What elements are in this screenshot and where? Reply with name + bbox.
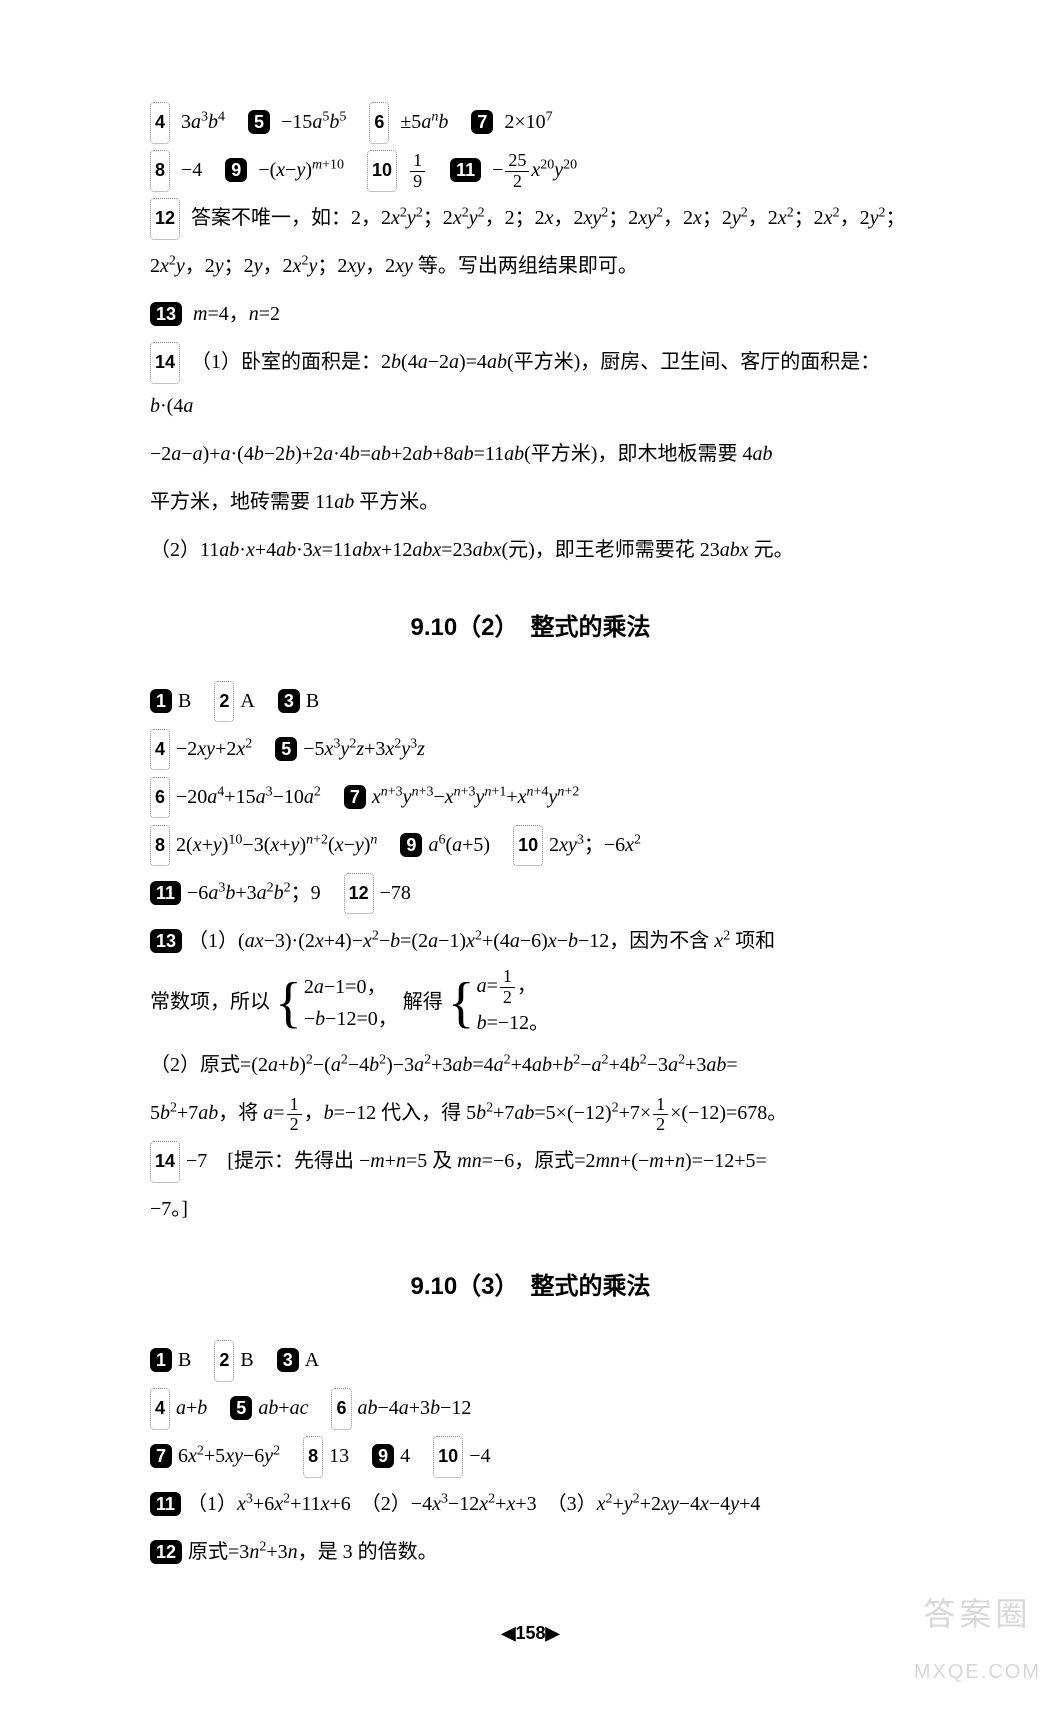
qnum-10: 10 bbox=[367, 150, 397, 192]
ans-11-pre: − bbox=[492, 159, 503, 181]
qnum-6: 6 bbox=[369, 102, 389, 144]
row-b-13-1: 13（1）(ax−3)·(2x+4)−x2−b=(2a−1)x2+(4a−6)x… bbox=[150, 919, 911, 963]
row-b-11-12: 11−6a3b+3a2b2；9 12−78 bbox=[150, 871, 911, 915]
ans-11-post: x20y20 bbox=[531, 159, 577, 181]
row-c-4-6: 4a+b 5ab+ac 6ab−4a+3b−12 bbox=[150, 1386, 911, 1430]
ans-7: 2×107 bbox=[504, 111, 552, 133]
c-qnum-8: 8 bbox=[303, 1436, 323, 1478]
qnum-7: 7 bbox=[471, 110, 493, 134]
b-qnum-8: 8 bbox=[150, 825, 170, 867]
row-a-8-11: 8 −4 9 −(x−y)m+10 10 19 11 −252x20y20 bbox=[150, 148, 911, 192]
b-qnum-10: 10 bbox=[513, 825, 543, 867]
b-qnum-6: 6 bbox=[150, 777, 170, 819]
ans-13: m=4，n=2 bbox=[193, 303, 280, 325]
qnum-5: 5 bbox=[248, 110, 270, 134]
b-qnum-12: 12 bbox=[344, 873, 374, 915]
ans-11-frac: 252 bbox=[505, 151, 529, 192]
row-b-14-1: 14−7 [提示：先得出 −m+n=5 及 mn=−6，原式=2mn+(−m+n… bbox=[150, 1139, 911, 1183]
qnum-4: 4 bbox=[150, 102, 170, 144]
qnum-9: 9 bbox=[225, 158, 247, 182]
b-qnum-7: 7 bbox=[344, 785, 366, 809]
b-q1: 1 bbox=[150, 689, 172, 713]
row-c-12: 12原式=3n2+3n，是 3 的倍数。 bbox=[150, 1530, 911, 1574]
row-b-14-2: −7。] bbox=[150, 1187, 911, 1231]
b-q3: 3 bbox=[278, 689, 300, 713]
ans-14-1: （1）卧室的面积是：2b(4a−2a)=4ab(平方米)，厨房、卫生间、客厅的面… bbox=[150, 351, 880, 417]
row-a-14-3: 平方米，地砖需要 11ab 平方米。 bbox=[150, 480, 911, 524]
c-qnum-9: 9 bbox=[372, 1444, 394, 1468]
b-q2: 2 bbox=[214, 681, 234, 723]
c-qnum-10: 10 bbox=[433, 1436, 463, 1478]
c-q2: 2 bbox=[214, 1340, 234, 1382]
ans-4: 3a3b4 bbox=[181, 111, 225, 133]
qnum-13: 13 bbox=[150, 302, 182, 326]
watermark-line1: 答案圈 bbox=[914, 1579, 1041, 1649]
ans-10-frac: 19 bbox=[410, 151, 425, 192]
row-b-1-3: 1B 2A 3B bbox=[150, 679, 911, 723]
row-a-14-1: 14 （1）卧室的面积是：2b(4a−2a)=4ab(平方米)，厨房、卫生间、客… bbox=[150, 340, 911, 428]
row-c-1-3: 1B 2B 3A bbox=[150, 1338, 911, 1382]
row-c-11: 11（1）x3+6x2+11x+6 （2）−4x3−12x2+x+3 （3）x2… bbox=[150, 1482, 911, 1526]
b-qnum-14: 14 bbox=[150, 1141, 180, 1183]
c-qnum-11: 11 bbox=[150, 1492, 181, 1516]
row-b-13-2: 常数项，所以 { 2a−1=0，−b−12=0， 解得 { a=12，b=−12… bbox=[150, 967, 911, 1040]
row-a-13: 13 m=4，n=2 bbox=[150, 292, 911, 336]
row-a-14-2: −2a−a)+a·(4b−2b)+2a·4b=ab+2ab+8ab=11ab(平… bbox=[150, 432, 911, 476]
ans-9: −(x−y)m+10 bbox=[258, 159, 344, 181]
row-a-14-4: （2）11ab·x+4ab·3x=11abx+12abx=23abx(元)，即王… bbox=[150, 528, 911, 572]
watermark-line2: MXQE.COM bbox=[914, 1650, 1041, 1694]
qnum-12: 12 bbox=[150, 198, 180, 240]
row-b-8-10: 82(x+y)10−3(x+y)n+2(x−y)n 9a6(a+5) 102xy… bbox=[150, 823, 911, 867]
c-q1: 1 bbox=[150, 1348, 172, 1372]
b-qnum-4: 4 bbox=[150, 729, 170, 771]
row-b-13-3: （2）原式=(2a+b)2−(a2−4b2)−3a2+3ab=4a2+4ab+b… bbox=[150, 1043, 911, 1087]
ans-6: ±5anb bbox=[400, 111, 448, 133]
watermark: 答案圈 MXQE.COM bbox=[914, 1579, 1041, 1693]
qnum-14: 14 bbox=[150, 342, 180, 384]
ans-5: −15a5b5 bbox=[281, 111, 346, 133]
c-qnum-12: 12 bbox=[150, 1540, 182, 1564]
section-c-title: 9.10（3） 整式的乘法 bbox=[150, 1261, 911, 1314]
b-qnum-11: 11 bbox=[150, 881, 181, 905]
row-b-13-4: 5b2+7ab，将 a=12，b=−12 代入，得 5b2+7ab=5×(−12… bbox=[150, 1091, 911, 1135]
row-b-6-7: 6−20a4+15a3−10a2 7xn+3yn+3−xn+3yn+1+xn+4… bbox=[150, 775, 911, 819]
b-qnum-13: 13 bbox=[150, 929, 182, 953]
brace-sys-2: { a=12，b=−12。 bbox=[448, 967, 549, 1040]
qnum-8: 8 bbox=[150, 150, 170, 192]
row-a-12b: 2x2y，2y；2y，2x2y；2xy，2xy 等。写出两组结果即可。 bbox=[150, 244, 911, 288]
c-qnum-6: 6 bbox=[331, 1388, 351, 1430]
row-c-7-10: 76x2+5xy−6y2 813 94 10−4 bbox=[150, 1434, 911, 1478]
c-qnum-4: 4 bbox=[150, 1388, 170, 1430]
c-q3: 3 bbox=[277, 1348, 299, 1372]
row-a-4-7: 4 3a3b4 5 −15a5b5 6 ±5anb 7 2×107 bbox=[150, 100, 911, 144]
section-b-title: 9.10（2） 整式的乘法 bbox=[150, 602, 911, 655]
ans-8: −4 bbox=[181, 159, 202, 181]
ans-12a: 答案不唯一，如：2，2x2y2；2x2y2，2；2x，2xy2；2xy2，2x；… bbox=[191, 207, 905, 229]
b-qnum-9: 9 bbox=[400, 833, 422, 857]
brace-sys-1: { 2a−1=0，−b−12=0， bbox=[275, 971, 398, 1035]
row-b-4-5: 4−2xy+2x2 5−5x3y2z+3x2y3z bbox=[150, 727, 911, 771]
page-number: ◀158▶ bbox=[150, 1614, 911, 1654]
qnum-11: 11 bbox=[450, 158, 481, 182]
c-qnum-5: 5 bbox=[230, 1396, 252, 1420]
b-qnum-5: 5 bbox=[275, 737, 297, 761]
c-qnum-7: 7 bbox=[150, 1444, 172, 1468]
row-a-12a: 12 答案不唯一，如：2，2x2y2；2x2y2，2；2x，2xy2；2xy2，… bbox=[150, 196, 911, 240]
